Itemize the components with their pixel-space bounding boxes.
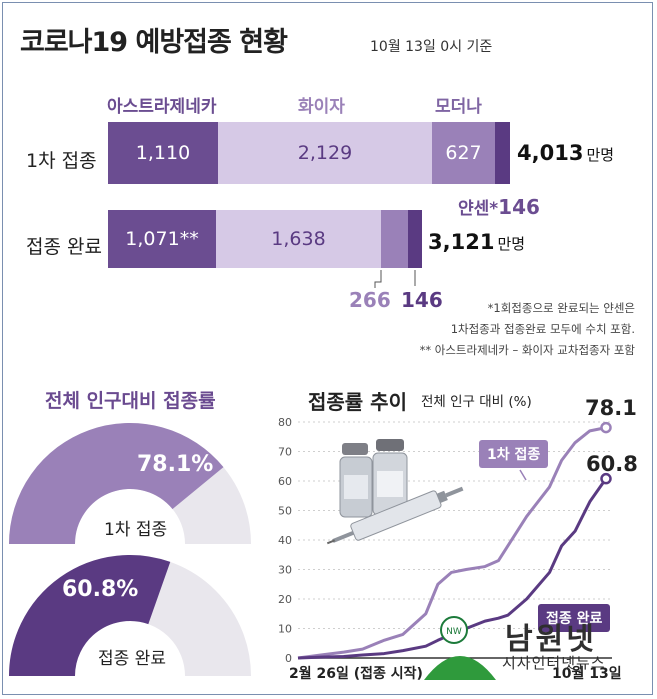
moderna-completed-label: 266 — [349, 288, 391, 312]
header-pfizer: 화이자 — [298, 97, 345, 117]
y-tick-30: 30 — [278, 564, 292, 577]
bar-first-pfizer: 2,129 — [218, 122, 432, 184]
namwon-logo-icon: NW — [424, 616, 496, 680]
y-tick-40: 40 — [278, 534, 292, 547]
row-label-completed: 접종 완료 — [26, 236, 102, 258]
trend-end-first: 78.1 — [585, 396, 637, 420]
gauge-completed-label: 접종 완료 — [98, 649, 166, 669]
y-tick-10: 10 — [278, 623, 292, 636]
reference-date: 10월 13일 0시 기준 — [370, 39, 493, 55]
x-start-label: 2월 26일 (접종 시작) — [289, 666, 423, 682]
trend-title: 접종률 추이 — [308, 390, 407, 414]
bar-completed-az: 1,071** — [108, 210, 216, 268]
y-tick-60: 60 — [278, 475, 292, 488]
bar-completed-janssen — [408, 210, 422, 268]
note-3: ** 아스트라제네카 – 화이자 교차접종자 포함 — [419, 343, 635, 357]
gauge-first-fill — [9, 423, 224, 546]
trend-subtitle: 전체 인구 대비 (%) — [421, 394, 532, 410]
legend-completed: 접종 완료 — [538, 604, 611, 632]
janssen-completed-label: 146 — [401, 288, 443, 312]
gauge-section-title: 전체 인구대비 접종률 — [45, 390, 216, 412]
svg-text:NW: NW — [446, 627, 462, 637]
bar-first-janssen — [495, 122, 510, 184]
bar-first-moderna: 627 — [432, 122, 495, 184]
total-first: 4,013 만명 — [517, 141, 615, 165]
y-tick-50: 50 — [278, 505, 292, 518]
watermark-sub: 시사인터넷뉴스 — [502, 654, 606, 672]
x-end-label: 10월 13일 — [552, 666, 622, 682]
trend-end-completed: 60.8 — [586, 452, 638, 476]
vaccine-vial-syringe-illustration — [326, 439, 464, 545]
y-tick-20: 20 — [278, 593, 292, 606]
gauge-completed-value: 60.8% — [62, 577, 139, 602]
header-az: 아스트라제네카 — [107, 97, 217, 117]
y-tick-80: 80 — [278, 416, 292, 429]
header-moderna: 모더나 — [435, 97, 482, 117]
series-end-point-completed — [600, 472, 612, 485]
gauge-completed-fill — [9, 555, 171, 678]
bar-completed-moderna — [381, 210, 408, 268]
janssen-first-label: 얀센*146 — [458, 195, 540, 219]
y-tick-0: 0 — [285, 652, 292, 665]
page-title: 코로나19 예방접종 현황 — [20, 27, 288, 58]
watermark-name: 남원넷 — [505, 622, 597, 657]
legend-first-dose: 1차 접종 — [479, 440, 549, 468]
y-tick-70: 70 — [278, 446, 292, 459]
total-completed: 3,121 만명 — [428, 230, 526, 254]
bar-first-az: 1,110 — [108, 122, 218, 184]
series-line-first-dose — [297, 426, 607, 660]
gauge-first-label: 1차 접종 — [104, 520, 168, 540]
bar-completed-pfizer: 1,638 — [216, 210, 381, 268]
note-1: *1회접종으로 완료되는 얀센은 — [487, 301, 635, 315]
row-label-first-dose: 1차 접종 — [26, 150, 97, 172]
series-end-point-first-dose — [600, 421, 612, 434]
legend-first-leader — [519, 469, 527, 481]
note-2: 1차접종과 접종완료 모두에 수치 포함. — [450, 322, 635, 336]
gauge-first-value: 78.1% — [137, 452, 214, 477]
